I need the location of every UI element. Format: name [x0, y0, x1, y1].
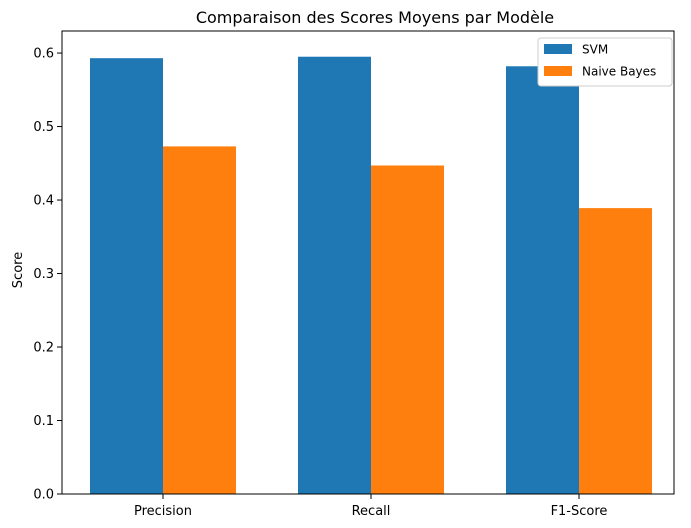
bar-naive-bayes-precision: [163, 146, 236, 494]
bar-naive-bayes-recall: [371, 165, 444, 494]
chart-title: Comparaison des Scores Moyens par Modèle: [196, 8, 554, 27]
legend-label-naive-bayes: Naive Bayes: [582, 65, 656, 79]
legend: SVM Naive Bayes: [537, 37, 673, 87]
y-tick-label: 0.4: [33, 194, 54, 209]
bar-svm-precision: [90, 58, 163, 494]
y-tick-label: 0.5: [33, 120, 54, 135]
x-axis: Precision Recall F1-Score: [134, 494, 607, 519]
bar-naive-bayes-f1-score: [579, 208, 652, 494]
x-tick-label: F1-Score: [551, 504, 608, 519]
legend-swatch-naive-bayes: [544, 66, 572, 76]
y-axis-label: Score: [11, 252, 26, 288]
plot-frame: [61, 30, 675, 495]
bar-svm-recall: [298, 56, 371, 494]
legend-swatch-svm: [544, 44, 572, 54]
bars-group: [90, 56, 652, 495]
y-tick-label: 0.0: [33, 488, 54, 503]
y-tick-label: 0.2: [33, 341, 54, 356]
x-tick-label: Recall: [352, 504, 391, 519]
legend-label-svm: SVM: [582, 43, 608, 57]
x-tick-label: Precision: [134, 504, 192, 519]
y-axis: 0.0 0.1 0.2 0.3 0.4 0.5 0.6: [33, 47, 62, 503]
y-tick-label: 0.6: [33, 47, 54, 62]
y-tick-label: 0.3: [33, 267, 54, 282]
bar-svm-f1-score: [506, 66, 579, 495]
y-tick-label: 0.1: [33, 414, 54, 429]
